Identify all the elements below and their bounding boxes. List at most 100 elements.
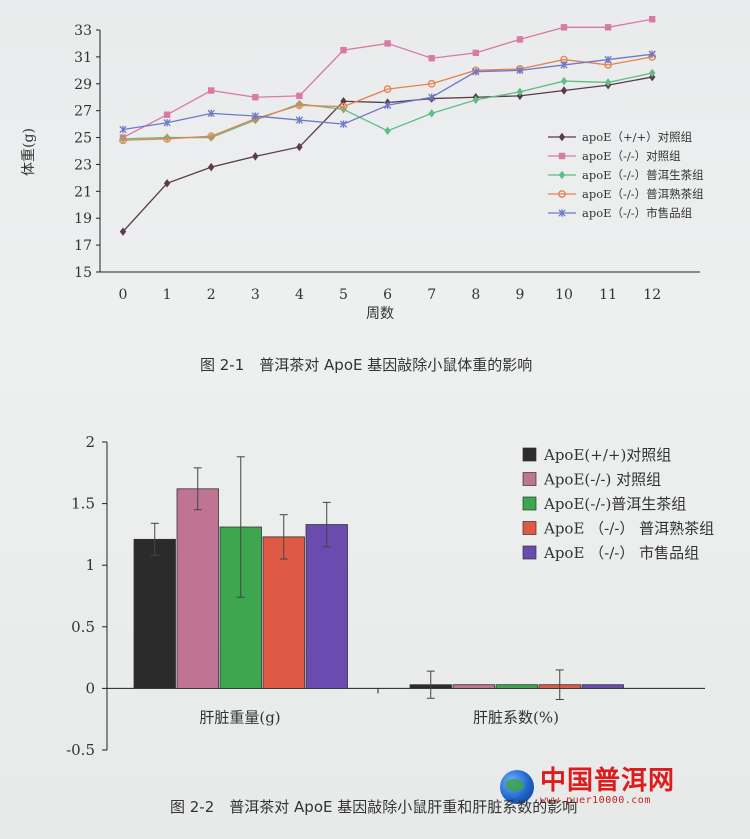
data-point — [516, 87, 524, 97]
watermark-url: www.puer10000.com — [540, 795, 651, 806]
data-point — [163, 111, 171, 118]
legend-label: apoE（-/-）市售品组 — [582, 206, 693, 220]
y-tick-label: 29 — [74, 77, 92, 93]
y-tick-label: 27 — [74, 104, 92, 120]
y-tick-label: 2 — [85, 433, 95, 451]
legend-swatch — [522, 521, 537, 535]
data-point — [560, 61, 568, 69]
y-tick-label: 31 — [74, 50, 92, 66]
data-point — [472, 95, 479, 105]
legend-item-1: ApoE(+/+)对照组 — [522, 446, 671, 464]
x-tick-label: 10 — [555, 287, 573, 303]
legend-item-3: apoE（-/-）普洱生茶组 — [548, 168, 704, 182]
figure-2-1-caption: 图 2-1 普洱茶对 ApoE 基因敲除小鼠体重的影响 — [200, 356, 533, 374]
x-tick-label: 4 — [295, 287, 304, 303]
bar-series-5 — [305, 501, 624, 689]
data-point — [472, 49, 479, 57]
liver-bar-chart: -0.5 0 0.5 1 1.5 2 肝脏重量(g) 肝脏系数(%) ApoE(+/+)对照组 A… — [66, 433, 714, 759]
legend-item-5: apoE（-/-）市售品组 — [548, 206, 693, 220]
x-tick-label: 9 — [515, 287, 524, 303]
data-point — [558, 190, 566, 198]
data-point — [296, 92, 303, 100]
x-tick-label: 2 — [207, 287, 216, 303]
data-point — [428, 55, 435, 62]
legend-item-4: apoE（-/-）普洱熟茶组 — [548, 187, 704, 201]
data-point — [516, 66, 524, 75]
data-point — [383, 85, 392, 94]
data-point — [163, 179, 171, 188]
y-tick-label: -0.5 — [66, 741, 95, 759]
y-tick-label: 0.5 — [71, 618, 95, 636]
data-point — [648, 50, 656, 58]
bar — [452, 684, 495, 689]
data-point — [252, 152, 259, 161]
bar — [176, 488, 219, 689]
data-point — [252, 94, 259, 101]
bar-series-1 — [133, 522, 452, 699]
y-tick-label: 15 — [74, 265, 92, 281]
data-point — [560, 24, 568, 31]
data-point — [119, 136, 127, 145]
y-tick-label: 17 — [74, 238, 92, 254]
legend-swatch — [522, 496, 537, 511]
bar-series-2 — [176, 467, 495, 689]
data-point — [295, 101, 304, 110]
bar — [581, 684, 624, 689]
x-tick-label: 5 — [339, 287, 348, 303]
legend-label: apoE（-/-）普洱熟茶组 — [582, 187, 704, 201]
data-point — [516, 36, 524, 43]
legend-item-5: ApoE （-/-） 市售品组 — [522, 544, 699, 562]
x-tick-label: 3 — [251, 287, 260, 303]
series-line-2 — [119, 16, 656, 141]
legend-label: apoE（-/-）普洱生茶组 — [582, 168, 704, 182]
data-point — [208, 162, 215, 172]
legend-item-2: ApoE(-/-) 对照组 — [522, 471, 661, 489]
data-point — [558, 170, 566, 180]
category-label: 肝脏系数(%) — [473, 708, 559, 726]
legend-item-2: apoE（-/-）对照组 — [548, 149, 681, 163]
x-tick-label: 7 — [427, 287, 436, 303]
data-point — [558, 152, 566, 160]
legend-label: ApoE （-/-） 市售品组 — [543, 544, 699, 562]
data-point — [163, 119, 171, 127]
data-point — [604, 24, 612, 31]
x-axis-title: 周数 — [366, 306, 394, 322]
data-point — [207, 132, 216, 141]
x-tick-label: 0 — [119, 287, 128, 303]
series-path — [122, 18, 653, 139]
y-axis-title: 体重(g) — [21, 128, 37, 176]
y-tick-label: 1 — [85, 556, 95, 574]
legend-label: ApoE （-/-） 普洱熟茶组 — [543, 520, 714, 538]
x-tick-label: 1 — [163, 287, 172, 303]
y-tick-label: 1.5 — [71, 495, 95, 513]
legend-swatch — [522, 545, 537, 560]
bar — [495, 684, 538, 689]
bar — [305, 524, 348, 689]
legend-item-3: ApoE(-/-)普洱生茶组 — [522, 495, 686, 513]
y-tick-label: 19 — [74, 211, 92, 227]
data-point — [339, 102, 348, 111]
data-point — [472, 67, 480, 76]
globe-icon — [500, 770, 534, 804]
data-point — [428, 93, 436, 101]
data-point — [560, 86, 568, 95]
data-point — [295, 116, 304, 124]
data-point — [604, 78, 612, 87]
y-tick-label: 23 — [74, 157, 92, 173]
data-point — [339, 120, 348, 128]
data-point — [384, 126, 391, 136]
series-line-4 — [119, 53, 657, 145]
data-point — [340, 46, 347, 54]
bar-series-3 — [219, 456, 538, 689]
series-path — [122, 56, 653, 141]
legend-label: ApoE(-/-)普洱生茶组 — [543, 495, 686, 513]
data-point — [163, 135, 171, 143]
data-point — [649, 16, 656, 23]
y-tick-label: 25 — [74, 131, 92, 147]
data-point — [207, 109, 215, 118]
series-line-5 — [119, 50, 656, 134]
data-point — [558, 209, 566, 217]
data-point — [251, 112, 259, 120]
watermark-title: 中国普洱网 — [540, 766, 676, 796]
